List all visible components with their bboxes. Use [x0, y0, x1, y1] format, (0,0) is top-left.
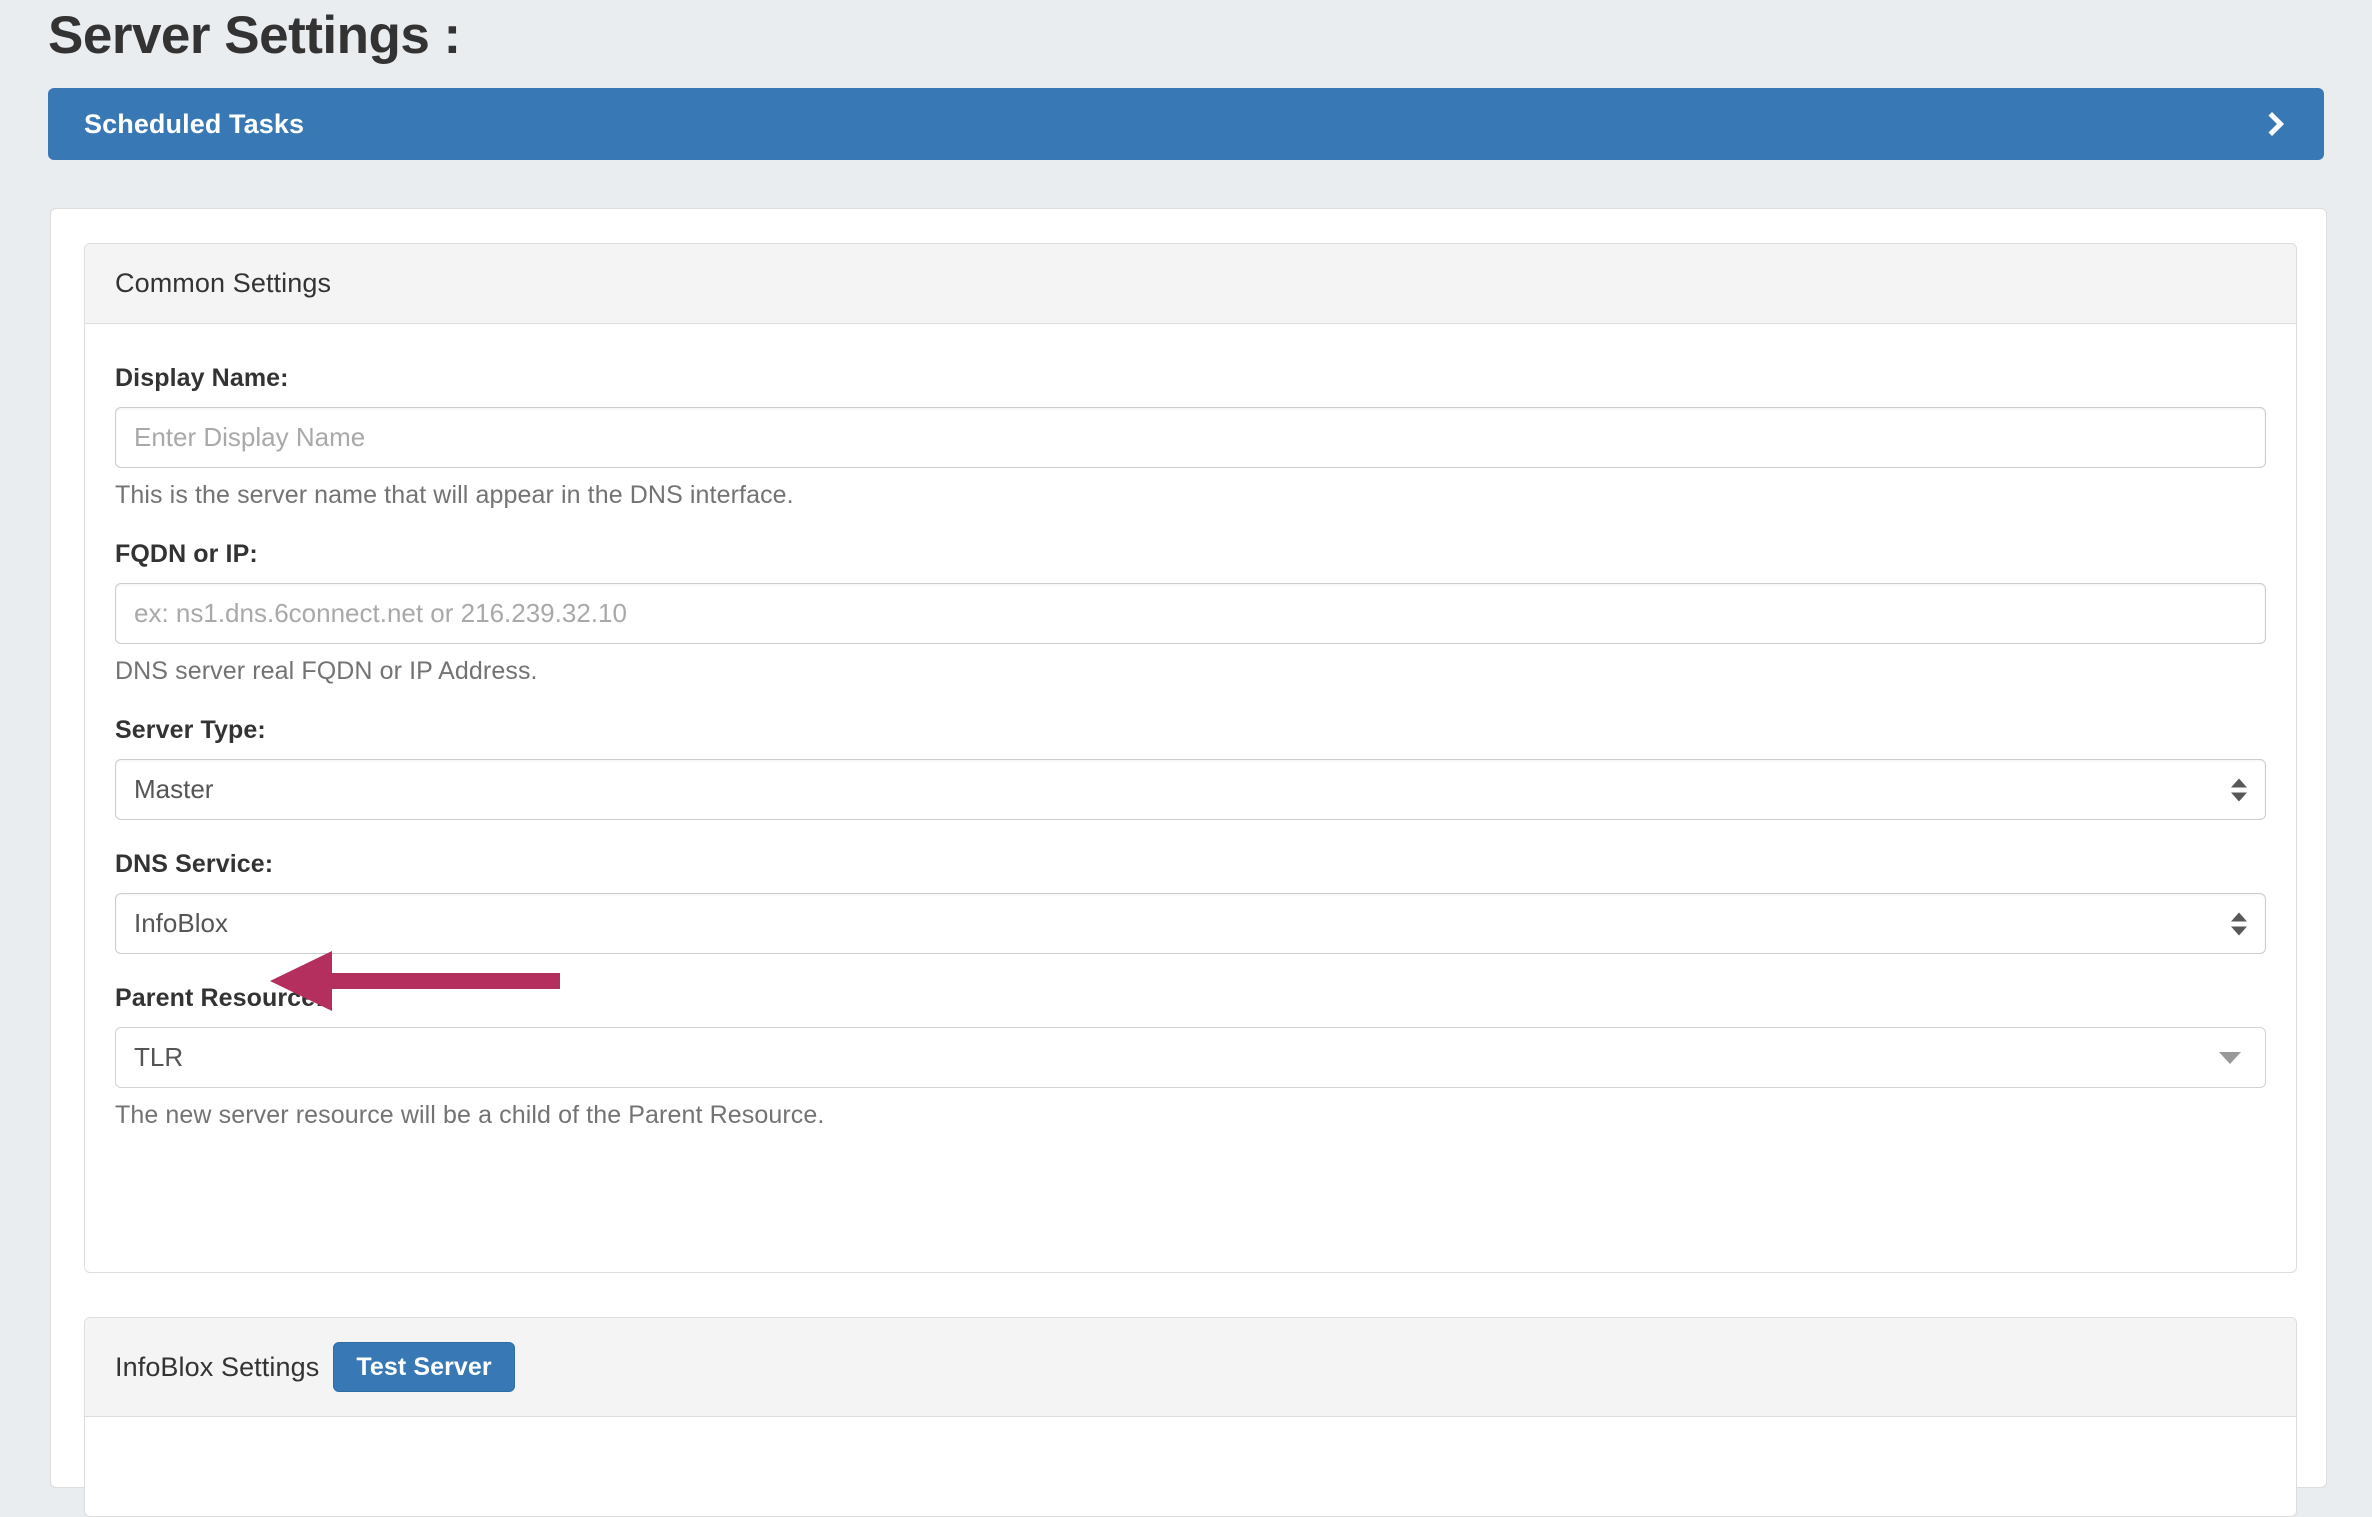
scheduled-tasks-label: Scheduled Tasks: [84, 108, 305, 139]
parent-resource-label: Parent Resource:: [115, 984, 324, 1012]
display-name-input[interactable]: [115, 407, 2266, 468]
parent-resource-help: The new server resource will be a child …: [115, 1101, 825, 1129]
common-settings-panel: Common Settings Display Name: This is th…: [84, 243, 2297, 1273]
chevron-down-icon: [2219, 1051, 2241, 1064]
settings-card: Common Settings Display Name: This is th…: [50, 208, 2327, 1517]
test-server-button[interactable]: Test Server: [333, 1341, 515, 1393]
infoblox-settings-heading: InfoBlox Settings Test Server: [85, 1318, 2296, 1417]
parent-resource-select[interactable]: TLR: [115, 1027, 2266, 1088]
display-name-help: This is the server name that will appear…: [115, 481, 794, 509]
page-title: Server Settings :: [48, 6, 461, 65]
common-settings-body: Display Name: This is the server name th…: [85, 324, 2296, 1130]
common-settings-heading: Common Settings: [85, 244, 2296, 324]
server-type-select[interactable]: Master: [115, 759, 2266, 820]
common-settings-title: Common Settings: [115, 268, 332, 298]
display-name-label: Display Name:: [115, 364, 289, 392]
fqdn-or-ip-label: FQDN or IP:: [115, 540, 258, 568]
stepper-arrows-icon: [2231, 912, 2247, 935]
parent-resource-value: TLR: [134, 1042, 184, 1072]
dns-service-label: DNS Service:: [115, 850, 274, 878]
dns-service-select[interactable]: InfoBlox: [115, 893, 2266, 954]
chevron-right-icon[interactable]: [2260, 107, 2294, 141]
fqdn-or-ip-help: DNS server real FQDN or IP Address.: [115, 657, 538, 685]
server-type-value: Master: [134, 774, 214, 804]
scheduled-tasks-bar[interactable]: Scheduled Tasks: [48, 88, 2324, 160]
stepper-arrows-icon: [2231, 778, 2247, 801]
infoblox-settings-title: InfoBlox Settings: [115, 1351, 320, 1382]
server-type-label: Server Type:: [115, 716, 266, 744]
fqdn-or-ip-input[interactable]: [115, 583, 2266, 644]
dns-service-value: InfoBlox: [134, 908, 228, 938]
infoblox-settings-panel: InfoBlox Settings Test Server: [84, 1317, 2297, 1517]
